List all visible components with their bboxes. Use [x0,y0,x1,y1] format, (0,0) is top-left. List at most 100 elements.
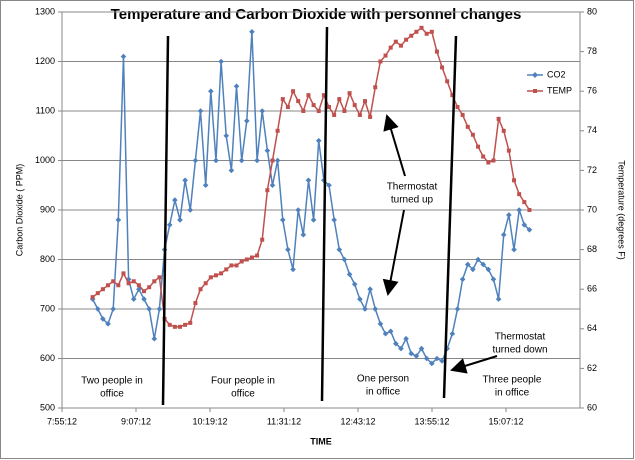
x-tick-label: 11:31:12 [267,416,301,426]
marker [136,283,141,288]
y-tick-label: 1000 [35,155,55,165]
y-tick-label: 500 [40,402,55,412]
marker [208,275,213,280]
x-tick-label: 10:19:12 [192,416,227,426]
marker [265,188,270,193]
marker [151,335,158,342]
marker [449,330,456,337]
marker [506,148,511,153]
divider-lines [161,26,458,406]
y-tick-label: 1100 [36,105,55,115]
marker [172,324,177,329]
marker [305,177,312,184]
marker [295,207,301,213]
y2-tick-label: 74 [587,125,597,135]
marker [351,281,358,288]
legend-label: CO2 [547,69,566,79]
marker [454,306,461,312]
marker [393,39,398,44]
marker [341,256,348,263]
marker [418,345,425,352]
marker [182,177,188,184]
marker [111,279,116,284]
annotation: in office [495,388,530,399]
marker [131,279,136,284]
marker [223,132,230,139]
marker [455,105,460,110]
marker [460,112,465,117]
marker [347,91,352,96]
marker [439,358,445,364]
marker [213,273,218,278]
marker [166,222,173,228]
legend-marker [533,89,537,93]
marker [327,105,332,110]
marker [496,116,501,121]
marker [279,217,286,223]
marker [440,65,445,70]
y2-tick-label: 72 [587,165,597,175]
y-tick-label: 600 [40,353,55,363]
marker [383,53,388,58]
marker [291,89,296,94]
marker [100,287,105,292]
marker [480,261,486,268]
marker [280,97,285,102]
marker [219,271,224,276]
y2-tick-label: 78 [587,46,597,56]
marker [120,53,127,60]
marker [495,296,502,302]
marker [342,109,347,113]
y-tick-label: 800 [40,254,55,264]
marker [125,276,132,283]
marker [490,276,497,283]
marker [249,255,254,260]
marker [475,256,481,263]
marker [414,29,419,34]
marker [249,29,255,35]
marker [142,289,147,294]
y2-tick-label: 66 [587,284,597,294]
marker [434,49,439,54]
marker [285,246,291,253]
marker [100,316,106,322]
marker [218,58,224,65]
marker [481,154,486,159]
y-tick-label: 900 [40,204,55,214]
marker [255,253,260,258]
legend-label: TEMP [547,85,572,95]
annotation: office [100,389,124,400]
y-axis-title: Carbon Dioxide ( PPM) [14,164,24,257]
marker [413,353,420,359]
marker [424,31,429,36]
marker [517,192,522,197]
marker [512,178,517,183]
y2-tick-label: 80 [587,6,597,16]
marker [310,217,317,223]
divider [442,35,458,399]
arrow [383,114,406,177]
marker [146,306,152,312]
marker [90,295,95,300]
marker [290,266,296,273]
marker [459,276,466,283]
marker [121,271,126,276]
marker [419,25,424,30]
y2-tick-label: 76 [587,86,597,96]
marker [465,124,470,129]
marker [274,157,281,164]
marker [516,207,522,213]
marker [511,246,517,253]
marker [228,167,235,174]
marker [500,231,507,238]
marker [485,266,492,273]
annotation: Two people in [81,376,143,387]
marker [244,257,249,262]
marker [156,306,163,312]
marker [116,283,121,288]
marker [172,197,178,203]
marker [388,45,393,50]
marker [445,79,450,84]
marker [382,330,389,337]
